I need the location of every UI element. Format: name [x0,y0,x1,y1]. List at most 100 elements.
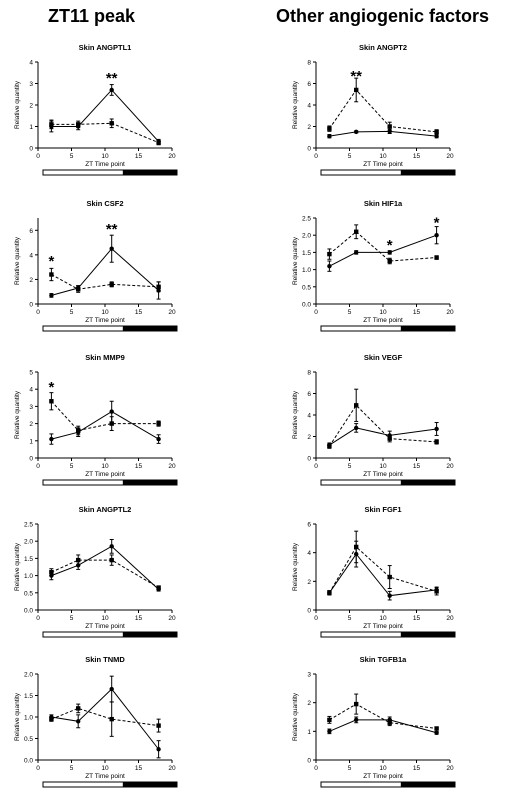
series-solid-line [51,89,159,142]
light-phase-bar [320,781,402,788]
data-point-circle [109,246,114,251]
significance-annotation: ** [106,221,118,238]
data-point-circle [354,129,359,135]
y-tick-label: 2.0 [24,539,33,546]
chart-title: Skin CSF2 [86,199,123,208]
y-tick-label: 3 [29,81,33,88]
y-axis-label: Relative quantity [14,692,21,741]
y-axis-label: Relative quantity [14,80,21,129]
x-tick-label: 5 [70,463,74,470]
chart-title: Skin VEGF [364,353,403,362]
data-point-circle [354,717,359,723]
significance-annotation: * [387,237,393,254]
data-point-square [109,421,114,426]
data-point-square [156,140,161,145]
y-tick-label: 0.5 [24,590,33,597]
significance-annotation: * [434,214,440,231]
data-point-square [76,287,81,292]
x-tick-label: 15 [135,615,143,622]
left-column-title: ZT11 peak [48,6,136,26]
x-axis-label: ZT Time point [363,161,403,168]
chart-tgfb1a: Skin TGFB1a 0 1 2 3 0 5 10 15 20 ZT Time point Rela… [288,652,458,792]
significance-annotation: * [48,379,54,396]
light-phase-bar [42,479,124,486]
x-tick-label: 5 [348,463,352,470]
y-tick-label: 0.0 [302,302,311,309]
significance-annotation: ** [106,70,118,87]
y-tick-label: 1.5 [302,250,311,257]
y-axis-label: Relative quantity [14,236,21,285]
y-tick-label: 6 [307,81,311,88]
data-point-square [354,544,359,550]
chart-mmp9: Skin MMP9 0 1 2 3 4 5 0 5 10 15 20 ZT Time point Rela… [10,350,180,490]
data-point-square [327,251,332,257]
y-tick-label: 0.0 [24,608,33,615]
series-dashed-line [329,231,437,262]
light-phase-bar [42,169,124,176]
data-point-circle [109,544,114,549]
y-axis-label: Relative quantity [292,80,299,129]
y-axis-label: Relative quantity [292,542,299,591]
data-point-circle [76,719,81,724]
data-point-square [354,403,359,408]
chart-title: Skin TNMD [85,655,125,664]
y-tick-label: 2.0 [302,233,311,240]
data-point-circle [327,263,332,269]
data-point-square [76,706,81,711]
x-tick-label: 15 [413,765,421,772]
x-tick-label: 20 [446,309,454,316]
x-tick-label: 0 [36,463,40,470]
data-point-square [76,428,81,433]
y-tick-label: 5 [29,370,33,377]
series-dashed-line [329,703,437,729]
y-tick-label: 2 [29,277,33,284]
light-phase-bar [320,325,402,332]
series-solid-line [328,553,437,597]
x-tick-label: 15 [413,309,421,316]
chart-title: Skin HIF1a [364,199,403,208]
y-tick-label: 6 [307,522,311,529]
x-tick-label: 20 [168,765,176,772]
data-point-square [156,723,161,728]
series-dashed-line [328,404,437,447]
y-tick-label: 1 [29,124,33,131]
dark-phase-bar [400,631,456,638]
x-tick-label: 10 [379,615,387,622]
x-axis-label: ZT Time point [85,623,125,630]
data-point-circle [109,409,114,414]
y-tick-label: 4 [307,413,311,420]
data-point-circle [156,747,161,752]
series-dashed-line [51,707,159,727]
x-tick-label: 10 [379,463,387,470]
y-tick-label: 1.0 [24,715,33,722]
data-point-square [49,569,54,575]
x-tick-label: 20 [168,309,176,316]
series-solid-line [51,248,159,296]
data-point-square [387,436,392,441]
right-column-title: Other angiogenic factors [276,6,490,26]
y-tick-label: 1 [29,438,33,445]
x-tick-label: 5 [70,309,74,316]
data-point-square [434,726,439,731]
data-point-square [156,284,161,289]
y-tick-label: 0 [29,456,33,463]
y-axis-label: Relative quantity [14,542,21,591]
x-tick-label: 0 [36,153,40,160]
data-point-square [109,282,114,287]
x-tick-label: 20 [446,153,454,160]
y-axis-label: Relative quantity [14,390,21,439]
x-tick-label: 10 [379,765,387,772]
x-tick-label: 0 [36,615,40,622]
data-point-square [387,720,392,725]
x-tick-label: 5 [70,153,74,160]
y-tick-label: 2 [307,700,311,707]
y-tick-label: 0 [307,608,311,615]
chart-title: Skin TGFB1a [360,655,408,664]
x-tick-label: 20 [446,765,454,772]
chart-angptl1: Skin ANGPTL1 0 1 2 3 4 0 5 10 15 20 ZT Time point Re… [10,40,180,180]
x-tick-label: 15 [135,463,143,470]
data-point-square [327,126,332,131]
data-point-circle [354,250,359,255]
data-point-square [354,229,359,234]
y-tick-label: 4 [307,103,311,110]
